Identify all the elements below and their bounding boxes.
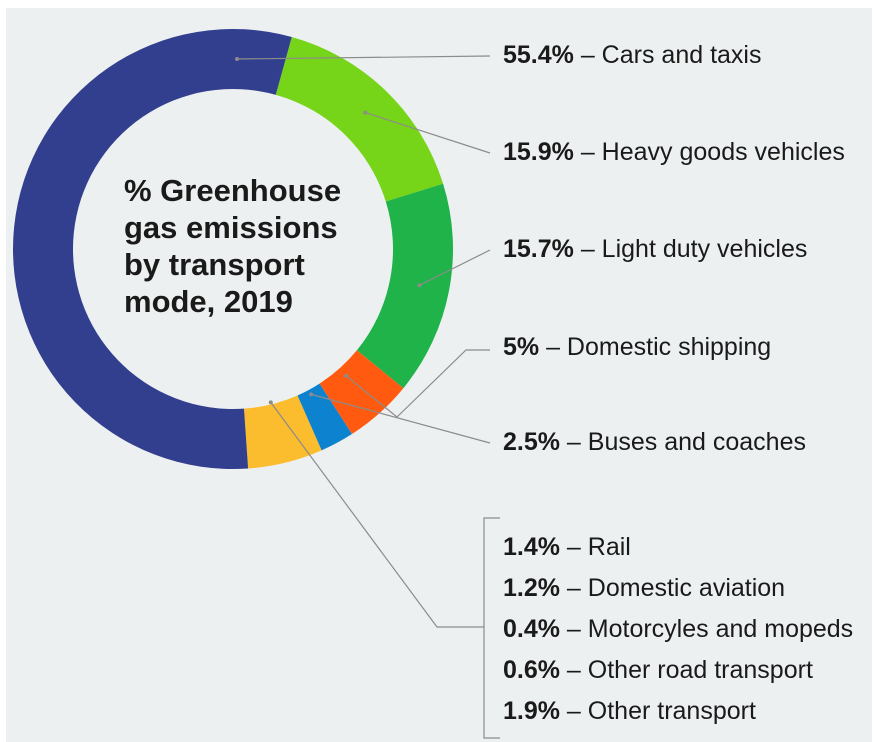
legend-label: 0.6% – Other road transport	[503, 656, 813, 685]
legend-label: 55.4% – Cars and taxis	[503, 41, 761, 70]
donut-slice-domestic-shipping	[319, 350, 404, 435]
legend-category: – Other transport	[559, 697, 756, 725]
donut-slice-light-duty-vehicles	[356, 183, 453, 389]
chart-title-line: gas emissions	[124, 210, 338, 245]
donut-slice-other-group	[243, 395, 322, 469]
legend-value: 15.9%	[503, 138, 574, 166]
legend-value: 1.9%	[503, 697, 560, 725]
leader-line	[310, 393, 491, 444]
legend-value: 0.6%	[503, 656, 560, 684]
legend-category: – Cars and taxis	[573, 41, 762, 69]
legend-category: – Rail	[559, 533, 631, 561]
legend-value: 15.7%	[503, 235, 574, 263]
donut-slice-cars-and-taxis	[12, 28, 292, 470]
legend-category: – Heavy goods vehicles	[573, 138, 845, 166]
leader-line	[345, 349, 490, 418]
legend-label: 0.4% – Motorcyles and mopeds	[503, 615, 853, 644]
legend-label: 1.4% – Rail	[503, 533, 631, 562]
legend-category: – Motorcyles and mopeds	[559, 615, 854, 643]
legend-category: – Buses and coaches	[559, 428, 806, 456]
legend-category: – Domestic shipping	[539, 333, 772, 361]
donut-slice-heavy-goods-vehicles	[275, 37, 444, 202]
chart-title-line: by transport	[124, 247, 305, 282]
leader-line	[365, 112, 491, 154]
chart-title: % Greenhouse gas emissions by transport …	[124, 172, 374, 320]
leader-bracket	[483, 517, 500, 739]
chart-title-line: mode, 2019	[124, 284, 293, 319]
legend-value: 0.4%	[503, 615, 560, 643]
legend-value: 55.4%	[503, 41, 574, 69]
legend-label: 15.9% – Heavy goods vehicles	[503, 138, 845, 167]
legend-category: – Other road transport	[559, 656, 813, 684]
legend-label: 1.9% – Other transport	[503, 697, 756, 726]
legend-category: – Domestic aviation	[559, 574, 786, 602]
donut-slice-buses-and-coaches	[297, 383, 352, 451]
legend-value: 5%	[503, 333, 540, 361]
leader-line	[236, 55, 491, 60]
legend-label: 5% – Domestic shipping	[503, 333, 771, 362]
legend-value: 2.5%	[503, 428, 560, 456]
legend-label: 1.2% – Domestic aviation	[503, 574, 785, 603]
legend-label: 2.5% – Buses and coaches	[503, 428, 806, 457]
legend-label: 15.7% – Light duty vehicles	[503, 235, 807, 264]
leader-line	[270, 402, 484, 628]
chart-panel	[6, 8, 872, 742]
legend-value: 1.2%	[503, 574, 560, 602]
leader-line	[419, 249, 491, 286]
legend-category: – Light duty vehicles	[573, 235, 808, 263]
chart-title-line: % Greenhouse	[124, 173, 342, 208]
legend-value: 1.4%	[503, 533, 560, 561]
